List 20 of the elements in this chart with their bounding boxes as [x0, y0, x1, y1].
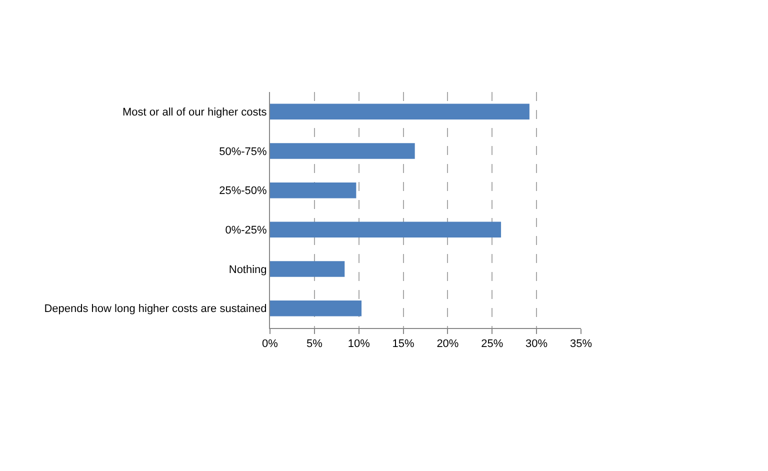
- x-tick-label: 15%: [392, 338, 415, 350]
- x-tick-label: 5%: [306, 338, 323, 350]
- bar: [270, 182, 356, 198]
- bar: [270, 143, 415, 159]
- x-tick-label: 10%: [348, 338, 370, 350]
- y-tick-label: Most or all of our higher costs: [122, 106, 268, 119]
- x-tick-label: 20%: [436, 338, 459, 350]
- bar: [270, 222, 502, 238]
- y-tick-label: Depends how long higher costs are sustained: [44, 303, 267, 316]
- y-tick-label: 50%-75%: [219, 146, 268, 158]
- y-tick-label: Nothing: [228, 264, 267, 276]
- bar: [270, 261, 345, 277]
- bar: [270, 104, 530, 120]
- x-tick-label: 35%: [570, 338, 592, 350]
- x-tick-label: 30%: [526, 338, 548, 350]
- bar: [270, 300, 362, 316]
- y-tick-label: 25%-50%: [219, 185, 268, 198]
- x-tick-label: 25%: [481, 338, 504, 350]
- x-tick-label: 0%: [262, 338, 278, 350]
- y-tick-label: 0%-25%: [225, 224, 268, 237]
